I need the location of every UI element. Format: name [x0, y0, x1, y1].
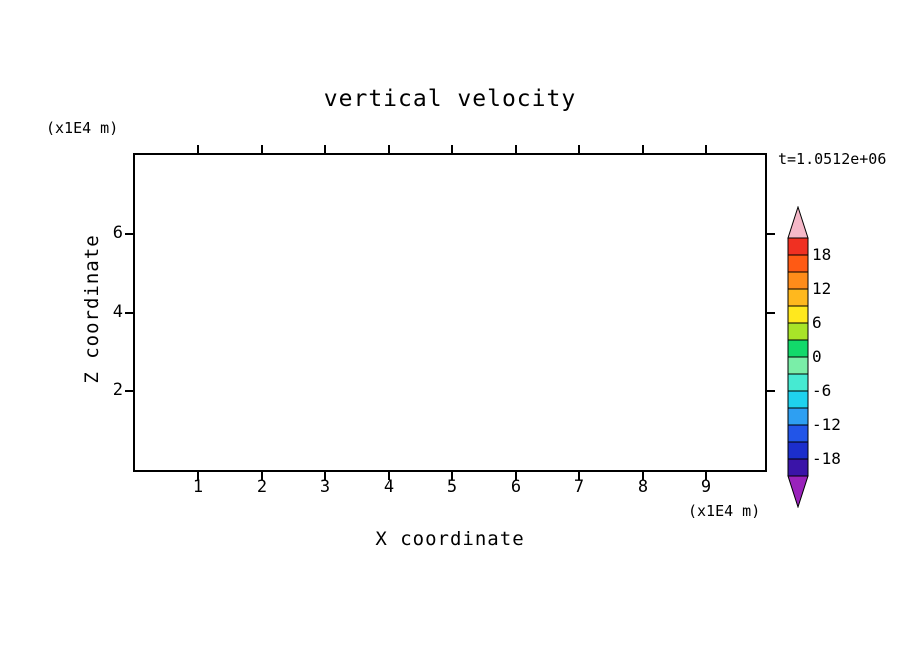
x-axis-unit-label: (x1E4 m)	[688, 502, 761, 520]
x-tick-mark	[578, 472, 580, 480]
colorbar-over-arrow	[787, 206, 809, 239]
z-tick-label: 6	[112, 223, 123, 243]
colorbar-label: -6	[812, 381, 832, 400]
time-annotation: t=1.0512e+06	[778, 150, 887, 168]
colorbar-segment	[787, 339, 809, 358]
x-tick-mark	[197, 472, 199, 480]
x-axis-title: X coordinate	[375, 528, 525, 550]
colorbar-segment	[787, 305, 809, 324]
x-tick-mark	[705, 145, 707, 153]
colorbar-segment	[787, 407, 809, 426]
colorbar-label: -18	[812, 449, 841, 468]
colorbar-segment	[787, 271, 809, 290]
x-tick-mark	[324, 472, 326, 480]
x-tick-mark	[388, 145, 390, 153]
x-tick-mark	[197, 145, 199, 153]
colorbar-label: 18	[812, 245, 832, 264]
y-axis-unit-label: (x1E4 m)	[46, 119, 119, 137]
plot-frame	[133, 153, 767, 472]
z-tick-label: 2	[112, 380, 123, 400]
x-tick-mark	[705, 472, 707, 480]
x-tick-mark	[642, 145, 644, 153]
x-tick-mark	[451, 145, 453, 153]
z-tick-mark	[125, 312, 133, 314]
colorbar-label: -12	[812, 415, 841, 434]
colorbar-segment	[787, 390, 809, 409]
colorbar-segment	[787, 254, 809, 273]
x-tick-label: 8	[637, 477, 649, 497]
colorbar-label: 12	[812, 279, 832, 298]
z-tick-label: 4	[112, 302, 123, 322]
z-tick-mark	[767, 233, 775, 235]
colorbar-segment	[787, 441, 809, 460]
plot-title: vertical velocity	[323, 86, 577, 112]
x-tick-label: 9	[700, 477, 712, 497]
z-tick-mark	[767, 390, 775, 392]
x-tick-mark	[261, 145, 263, 153]
colorbar-label: 0	[812, 347, 822, 366]
colorbar-label: 6	[812, 313, 822, 332]
x-tick-label: 4	[383, 477, 395, 497]
colorbar-segment	[787, 288, 809, 307]
x-tick-mark	[261, 472, 263, 480]
colorbar-segment	[787, 356, 809, 375]
x-tick-mark	[642, 472, 644, 480]
x-tick-label: 1	[192, 477, 204, 497]
z-tick-mark	[767, 312, 775, 314]
x-tick-label: 2	[256, 477, 268, 497]
colorbar-segment	[787, 322, 809, 341]
x-tick-mark	[515, 145, 517, 153]
x-tick-label: 3	[319, 477, 331, 497]
z-tick-mark	[125, 233, 133, 235]
colorbar-segment	[787, 373, 809, 392]
colorbar-under-arrow	[787, 475, 809, 508]
x-tick-mark	[578, 145, 580, 153]
x-tick-mark	[388, 472, 390, 480]
x-tick-label: 5	[446, 477, 458, 497]
z-tick-mark	[125, 390, 133, 392]
colorbar-segment	[787, 458, 809, 477]
colorbar	[787, 206, 809, 508]
x-tick-label: 6	[510, 477, 522, 497]
x-tick-label: 7	[573, 477, 585, 497]
x-tick-mark	[515, 472, 517, 480]
x-tick-mark	[324, 145, 326, 153]
x-tick-mark	[451, 472, 453, 480]
colorbar-segment	[787, 424, 809, 443]
colorbar-segment	[787, 237, 809, 256]
y-axis-title: Z coordinate	[81, 234, 103, 384]
